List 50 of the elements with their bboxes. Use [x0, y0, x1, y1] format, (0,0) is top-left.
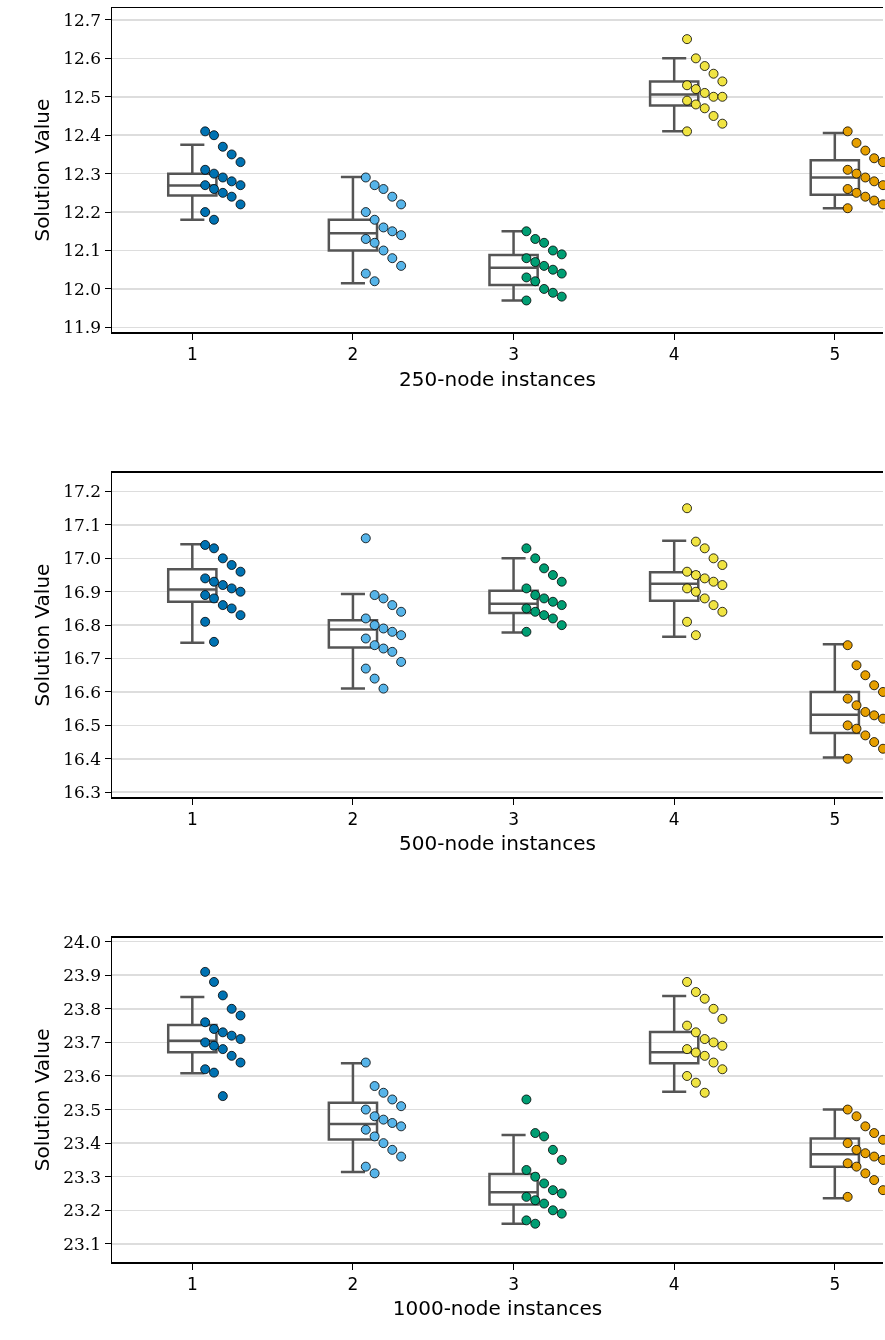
- y-tick-label: 11.9: [63, 317, 102, 338]
- x-tick-label: 1: [186, 344, 198, 365]
- y-tick-label: 16.3: [63, 782, 102, 803]
- x-tick-label: 1: [186, 1273, 198, 1294]
- y-tick-label: 23.9: [63, 965, 102, 986]
- y-tick-label: 12.7: [63, 9, 102, 30]
- y-axis-title: Solution Value: [29, 98, 54, 242]
- y-tick-label: 16.9: [63, 581, 102, 602]
- x-tick-label: 4: [668, 809, 680, 830]
- x-axis-title: 500-node instances: [399, 831, 596, 856]
- y-tick-label: 12.1: [63, 240, 102, 261]
- x-tick-label: 3: [508, 344, 519, 365]
- y-tick-label: 17.0: [63, 548, 102, 569]
- y-tick-label: 12.2: [63, 202, 102, 223]
- y-tick-label: 16.6: [63, 681, 102, 702]
- x-tick-label: 3: [508, 809, 519, 830]
- y-tick-label: 16.8: [63, 615, 102, 636]
- y-tick-label: 16.4: [63, 748, 102, 769]
- x-tick-label: 5: [829, 344, 841, 365]
- x-tick-label: 1: [186, 809, 198, 830]
- x-tick-label: 3: [508, 1273, 519, 1294]
- x-axis-title: 1000-node instances: [392, 1296, 603, 1321]
- y-tick-label: 23.3: [63, 1166, 102, 1187]
- y-tick-label: 12.0: [63, 278, 102, 299]
- y-tick-label: 23.6: [63, 1065, 102, 1086]
- x-axis-title: 250-node instances: [399, 366, 596, 391]
- x-tick-label: 2: [347, 344, 359, 365]
- y-tick-label: 23.1: [63, 1233, 102, 1254]
- x-tick-label: 5: [829, 809, 841, 830]
- y-tick-label: 17.1: [63, 514, 102, 535]
- y-tick-label: 17.2: [63, 481, 102, 502]
- y-tick-label: 16.7: [63, 648, 102, 669]
- y-tick-label: 23.7: [63, 1032, 102, 1053]
- y-tick-label: 23.5: [63, 1099, 102, 1120]
- y-tick-label: 16.5: [63, 715, 102, 736]
- y-tick-label: 23.8: [63, 998, 102, 1019]
- y-tick-label: 12.4: [63, 125, 102, 146]
- x-tick-label: 4: [668, 1273, 680, 1294]
- y-tick-label: 24.0: [63, 931, 102, 952]
- y-tick-label: 12.5: [63, 86, 102, 107]
- y-tick-label: 23.2: [63, 1200, 102, 1221]
- y-tick-label: 12.3: [63, 163, 102, 184]
- y-tick-label: 23.4: [63, 1133, 102, 1154]
- y-axis-title: Solution Value: [29, 563, 54, 707]
- y-tick-label: 12.6: [63, 48, 102, 69]
- x-tick-label: 4: [668, 344, 680, 365]
- x-tick-label: 2: [347, 1273, 359, 1294]
- x-tick-label: 2: [347, 809, 359, 830]
- y-axis-title: Solution Value: [29, 1028, 54, 1172]
- x-tick-label: 5: [829, 1273, 841, 1294]
